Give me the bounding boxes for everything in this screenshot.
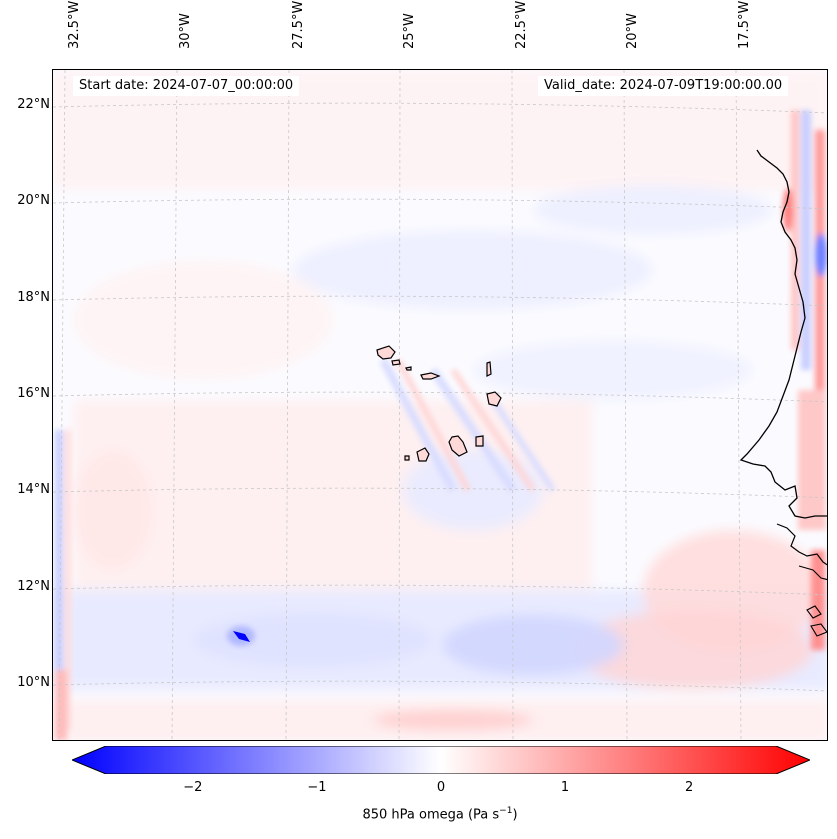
valid-date-label: Valid_date: 2024-07-09T19:00:00.00 [538,76,789,96]
graticule [53,70,827,740]
colorbar-tick-label: 0 [436,780,446,795]
omega-map-panel [52,69,828,741]
start-date-label: Start date: 2024-07-07_00:00:00 [73,76,300,96]
lon-label-32-5w: 32.5°W [67,0,82,49]
colorbar-tick-label: −2 [183,780,203,795]
lat-label-22n: 22°N [17,97,50,112]
lon-label-27-5w: 27.5°W [291,0,306,49]
lat-label-14n: 14°N [17,482,50,497]
coastline-guinea-bissau [776,523,827,566]
omega-edge-left [55,430,71,740]
lon-label-25w: 25°W [402,13,417,49]
colorbar-tick-label: −1 [307,780,327,795]
lon-label-30w: 30°W [178,13,193,49]
omega-min-spot [227,626,255,646]
colorbar-gradient [72,746,810,774]
omega-edge-right [783,110,827,650]
lon-label-20w: 20°W [625,13,640,49]
cape-verde-islands [376,345,502,462]
lat-label-18n: 18°N [17,290,50,305]
omega-shading [53,70,827,740]
coastline-bijagos [798,565,827,637]
lon-label-17-5w: 17.5°W [737,0,752,49]
omega-island-streaks [379,358,556,493]
colorbar-tick-label: 1 [560,780,570,795]
lon-label-22-5w: 22.5°W [514,0,529,49]
africa-coastline [739,149,827,519]
lat-label-10n: 10°N [17,675,50,690]
omega-field [53,70,827,740]
lat-label-16n: 16°N [17,386,50,401]
lat-label-12n: 12°N [17,579,50,594]
colorbar-tick-label: 2 [685,780,694,795]
lat-label-20n: 20°N [17,193,50,208]
colorbar-title: 850 hPa omega (Pa s−1) [362,806,518,823]
colorbar [72,746,810,774]
